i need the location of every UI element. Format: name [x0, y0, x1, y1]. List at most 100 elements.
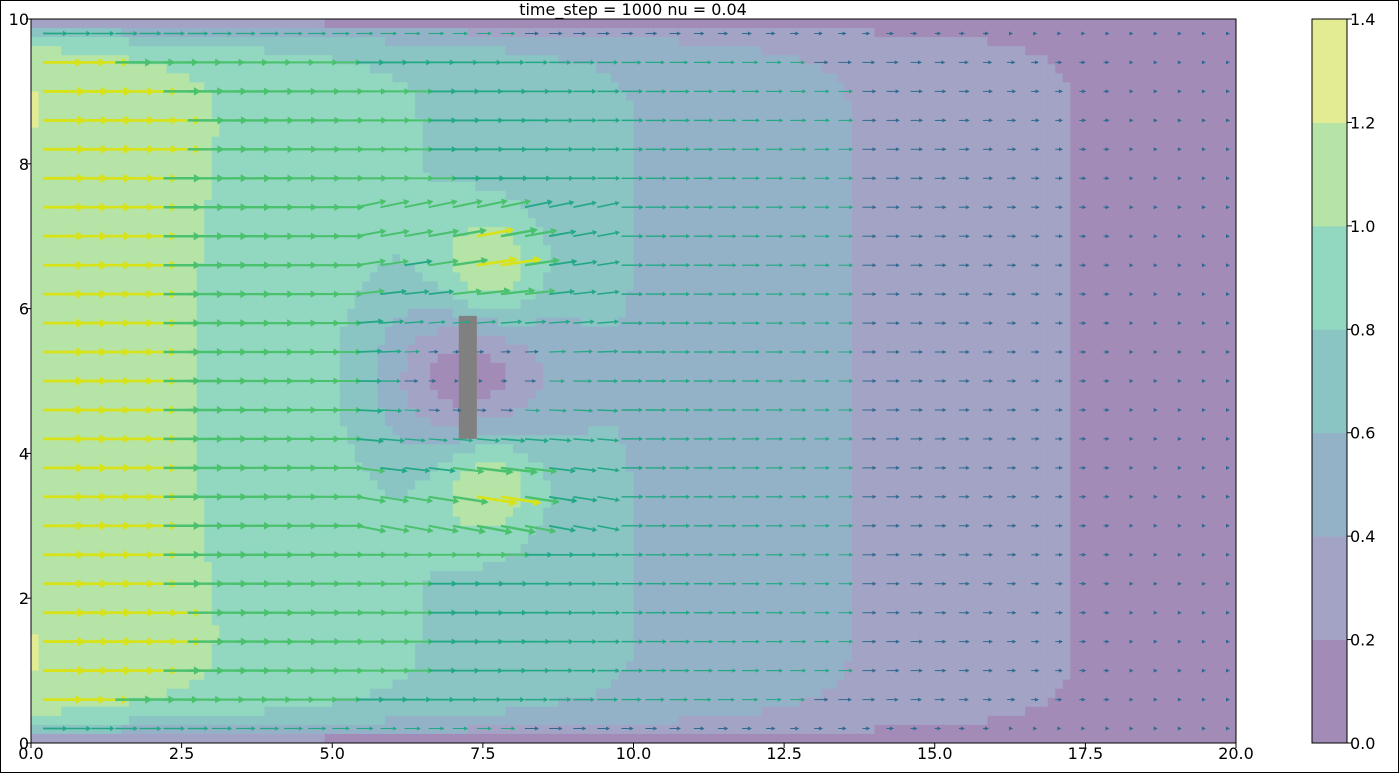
contour-cell — [829, 55, 838, 65]
contour-cell — [588, 64, 597, 74]
contour-cell — [972, 154, 981, 165]
contour-cell — [369, 37, 379, 47]
contour-cell — [1183, 127, 1192, 138]
contour-cell — [482, 272, 492, 283]
contour-cell — [814, 272, 823, 283]
contour-cell — [1062, 163, 1071, 174]
contour-cell — [972, 100, 981, 111]
contour-cell — [362, 154, 371, 165]
contour-cell — [919, 163, 928, 174]
contour-cell — [1153, 254, 1162, 264]
contour-cell — [535, 145, 544, 156]
contour-cell — [339, 109, 348, 120]
contour-cell — [513, 127, 522, 138]
contour-cell — [565, 281, 574, 292]
contour-cell — [588, 200, 597, 210]
contour-cell — [1168, 218, 1177, 228]
contour-cell — [196, 272, 205, 283]
contour-cell — [701, 145, 710, 156]
contour-cell — [987, 154, 996, 165]
contour-cell — [324, 100, 333, 111]
contour-cell — [648, 118, 657, 129]
contour-cell — [866, 91, 876, 102]
contour-cell — [1183, 263, 1192, 273]
contour-cell — [1092, 181, 1102, 192]
contour-cell — [663, 263, 672, 273]
contour-cell — [181, 55, 190, 65]
contour-cell — [362, 37, 371, 47]
contour-cell — [618, 28, 627, 38]
contour-cell — [128, 209, 138, 219]
contour-cell — [723, 127, 733, 138]
contour-cell — [159, 118, 168, 129]
contour-cell — [949, 254, 958, 264]
contour-cell — [256, 73, 266, 83]
contour-cell — [686, 200, 695, 210]
contour-cell — [121, 19, 130, 29]
contour-cell — [166, 37, 175, 47]
contour-cell — [866, 64, 876, 74]
contour-cell — [294, 290, 303, 301]
contour-cell — [279, 190, 288, 201]
contour-cell — [656, 200, 665, 210]
contour-cell — [1062, 209, 1071, 219]
contour-cell — [580, 181, 589, 192]
contour-cell — [1190, 46, 1199, 56]
contour-cell — [1115, 209, 1124, 219]
contour-cell — [550, 73, 559, 83]
contour-cell — [1055, 91, 1064, 102]
contour-cell — [1213, 46, 1222, 56]
contour-cell — [851, 154, 861, 165]
contour-cell — [482, 19, 492, 29]
contour-cell — [1062, 245, 1071, 255]
contour-cell — [392, 37, 401, 47]
contour-cell — [1017, 118, 1026, 129]
contour-cell — [362, 19, 371, 29]
contour-cell — [475, 200, 484, 210]
contour-cell — [113, 127, 122, 138]
contour-cell — [189, 181, 198, 192]
contour-cell — [595, 136, 604, 147]
contour-cell — [226, 37, 235, 47]
contour-cell — [1077, 100, 1086, 111]
contour-cell — [317, 64, 326, 74]
contour-cell — [829, 163, 838, 174]
contour-cell — [1168, 145, 1177, 156]
contour-cell — [701, 109, 710, 120]
contour-cell — [641, 109, 650, 120]
contour-cell — [490, 200, 499, 210]
contour-cell — [663, 200, 672, 210]
contour-cell — [535, 73, 544, 83]
contour-cell — [814, 82, 823, 92]
contour-cell — [1190, 181, 1199, 192]
contour-cell — [430, 272, 439, 283]
contour-cell — [595, 37, 604, 47]
contour-cell — [1160, 136, 1169, 147]
contour-cell — [957, 290, 966, 301]
contour-cell — [558, 218, 567, 228]
contour-cell — [362, 290, 371, 301]
contour-cell — [595, 254, 604, 264]
contour-cell — [610, 163, 620, 174]
contour-cell — [814, 19, 823, 29]
contour-cell — [738, 163, 748, 174]
contour-cell — [972, 209, 981, 219]
contour-cell — [445, 82, 454, 92]
contour-cell — [1130, 127, 1139, 138]
contour-cell — [287, 236, 296, 246]
contour-cell — [1183, 245, 1192, 255]
contour-cell — [430, 209, 439, 219]
contour-cell — [437, 209, 446, 219]
contour-cell — [1010, 263, 1019, 273]
contour-cell — [1145, 37, 1154, 47]
contour-cell — [1055, 46, 1064, 56]
contour-cell — [91, 118, 100, 129]
contour-cell — [1153, 181, 1162, 192]
contour-cell — [1160, 154, 1169, 165]
contour-cell — [1130, 290, 1139, 301]
contour-cell — [196, 299, 205, 310]
contour-cell — [671, 127, 680, 138]
contour-cell — [1160, 118, 1169, 129]
contour-cell — [821, 200, 830, 210]
contour-cell — [1047, 91, 1056, 102]
